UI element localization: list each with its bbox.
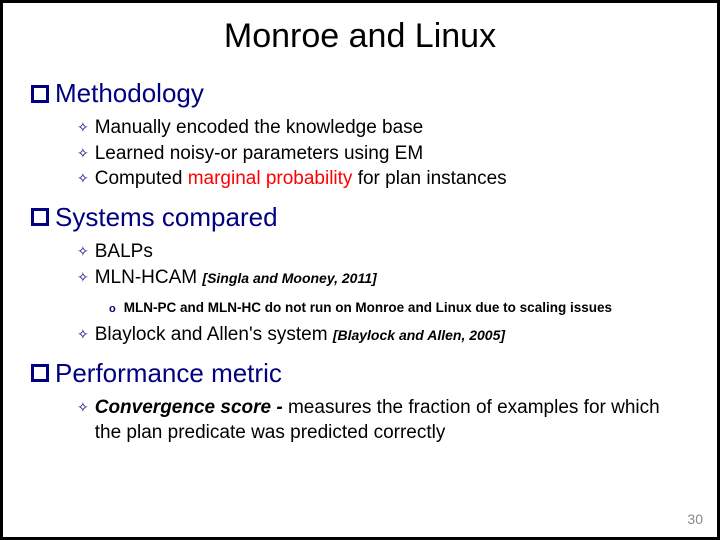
list-item-text: Convergence score - measures the fractio… xyxy=(95,395,689,446)
section-heading-methodology: Methodology xyxy=(31,78,689,109)
list-item: ✧ Manually encoded the knowledge base xyxy=(77,115,689,141)
section-systems: Systems compared ✧ BALPs ✧ MLN-HCAM [Sin… xyxy=(31,202,689,348)
list-item: ✧ Blaylock and Allen's system [Blaylock … xyxy=(77,322,689,348)
list-item: ✧ BALPs xyxy=(77,239,689,265)
list-item-text: MLN-HCAM [Singla and Mooney, 2011] xyxy=(95,265,689,291)
sub-sub-list: o MLN-PC and MLN-HC do not run on Monroe… xyxy=(109,300,689,318)
list-item: ✧ Learned noisy-or parameters using EM xyxy=(77,141,689,167)
sub-list: ✧ BALPs ✧ MLN-HCAM [Singla and Mooney, 2… xyxy=(77,239,689,290)
section-heading-text: Systems compared xyxy=(55,202,278,233)
diamond-bullet-icon: ✧ xyxy=(77,322,89,346)
diamond-bullet-icon: ✧ xyxy=(77,166,89,190)
circle-bullet-icon: o xyxy=(109,300,116,318)
list-item: ✧ Convergence score - measures the fract… xyxy=(77,395,689,446)
section-heading-text: Methodology xyxy=(55,78,204,109)
list-item-text: MLN-PC and MLN-HC do not run on Monroe a… xyxy=(124,300,612,318)
slide-frame: Monroe and Linux Methodology ✧ Manually … xyxy=(0,0,720,540)
section-heading-performance: Performance metric xyxy=(31,358,689,389)
citation: [Blaylock and Allen, 2005] xyxy=(333,327,505,343)
diamond-bullet-icon: ✧ xyxy=(77,395,89,419)
list-item: ✧ Computed marginal probability for plan… xyxy=(77,166,689,192)
list-item-text: Learned noisy-or parameters using EM xyxy=(95,141,689,167)
list-item: o MLN-PC and MLN-HC do not run on Monroe… xyxy=(109,300,689,318)
sub-list: ✧ Blaylock and Allen's system [Blaylock … xyxy=(77,322,689,348)
list-item-text: Computed marginal probability for plan i… xyxy=(95,166,689,192)
list-item-text: Manually encoded the knowledge base xyxy=(95,115,689,141)
square-bullet-icon xyxy=(31,208,49,226)
sub-list: ✧ Convergence score - measures the fract… xyxy=(77,395,689,446)
citation: [Singla and Mooney, 2011] xyxy=(202,270,376,286)
emphasis-text: Convergence score - xyxy=(95,397,288,418)
section-methodology: Methodology ✧ Manually encoded the knowl… xyxy=(31,78,689,192)
sub-list: ✧ Manually encoded the knowledge base ✧ … xyxy=(77,115,689,192)
square-bullet-icon xyxy=(31,364,49,382)
section-heading-systems: Systems compared xyxy=(31,202,689,233)
diamond-bullet-icon: ✧ xyxy=(77,141,89,165)
section-performance: Performance metric ✧ Convergence score -… xyxy=(31,358,689,446)
slide-title: Monroe and Linux xyxy=(31,17,689,56)
page-number: 30 xyxy=(687,511,703,527)
diamond-bullet-icon: ✧ xyxy=(77,265,89,289)
square-bullet-icon xyxy=(31,85,49,103)
list-item-text: Blaylock and Allen's system [Blaylock an… xyxy=(95,322,689,348)
diamond-bullet-icon: ✧ xyxy=(77,239,89,263)
highlight-text: marginal probability xyxy=(188,168,353,189)
list-item-text: BALPs xyxy=(95,239,689,265)
section-heading-text: Performance metric xyxy=(55,358,282,389)
list-item: ✧ MLN-HCAM [Singla and Mooney, 2011] xyxy=(77,265,689,291)
diamond-bullet-icon: ✧ xyxy=(77,115,89,139)
